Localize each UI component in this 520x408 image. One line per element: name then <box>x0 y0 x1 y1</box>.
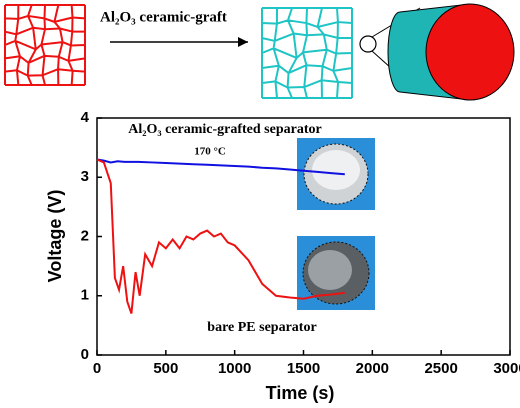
arrow-label: Al₂O₃ ceramic-graft <box>100 9 227 25</box>
x-tick-label: 1500 <box>287 360 320 377</box>
annotation: bare PE separator <box>207 320 316 335</box>
data-line <box>96 158 345 176</box>
y-tick-label: 4 <box>81 109 90 126</box>
y-tick-label: 3 <box>81 168 89 185</box>
annotation: 170 °C <box>194 146 226 158</box>
x-tick-label: 0 <box>93 360 101 377</box>
x-tick-label: 1000 <box>218 360 251 377</box>
mesh-lines <box>261 7 353 99</box>
x-tick-label: 2000 <box>356 360 389 377</box>
y-tick-label: 1 <box>81 287 89 304</box>
fiber-core <box>425 3 515 101</box>
x-tick-label: 500 <box>153 360 178 377</box>
photo-disc <box>308 250 352 290</box>
y-tick-label: 0 <box>81 346 89 363</box>
annotation: Al₂O₃ ceramic-grafted separator <box>128 122 321 137</box>
x-tick-label: 2500 <box>424 360 457 377</box>
photo-disc <box>312 150 360 190</box>
arrow-head <box>238 37 248 47</box>
data-line <box>96 158 345 314</box>
y-axis-title: Voltage (V) <box>45 190 65 283</box>
zoom-circle <box>359 35 377 53</box>
mesh-lines <box>4 4 86 86</box>
x-axis-title: Time (s) <box>266 383 335 403</box>
bare-mesh <box>4 4 86 86</box>
y-tick-label: 2 <box>81 227 89 244</box>
grafted-mesh <box>261 7 353 99</box>
